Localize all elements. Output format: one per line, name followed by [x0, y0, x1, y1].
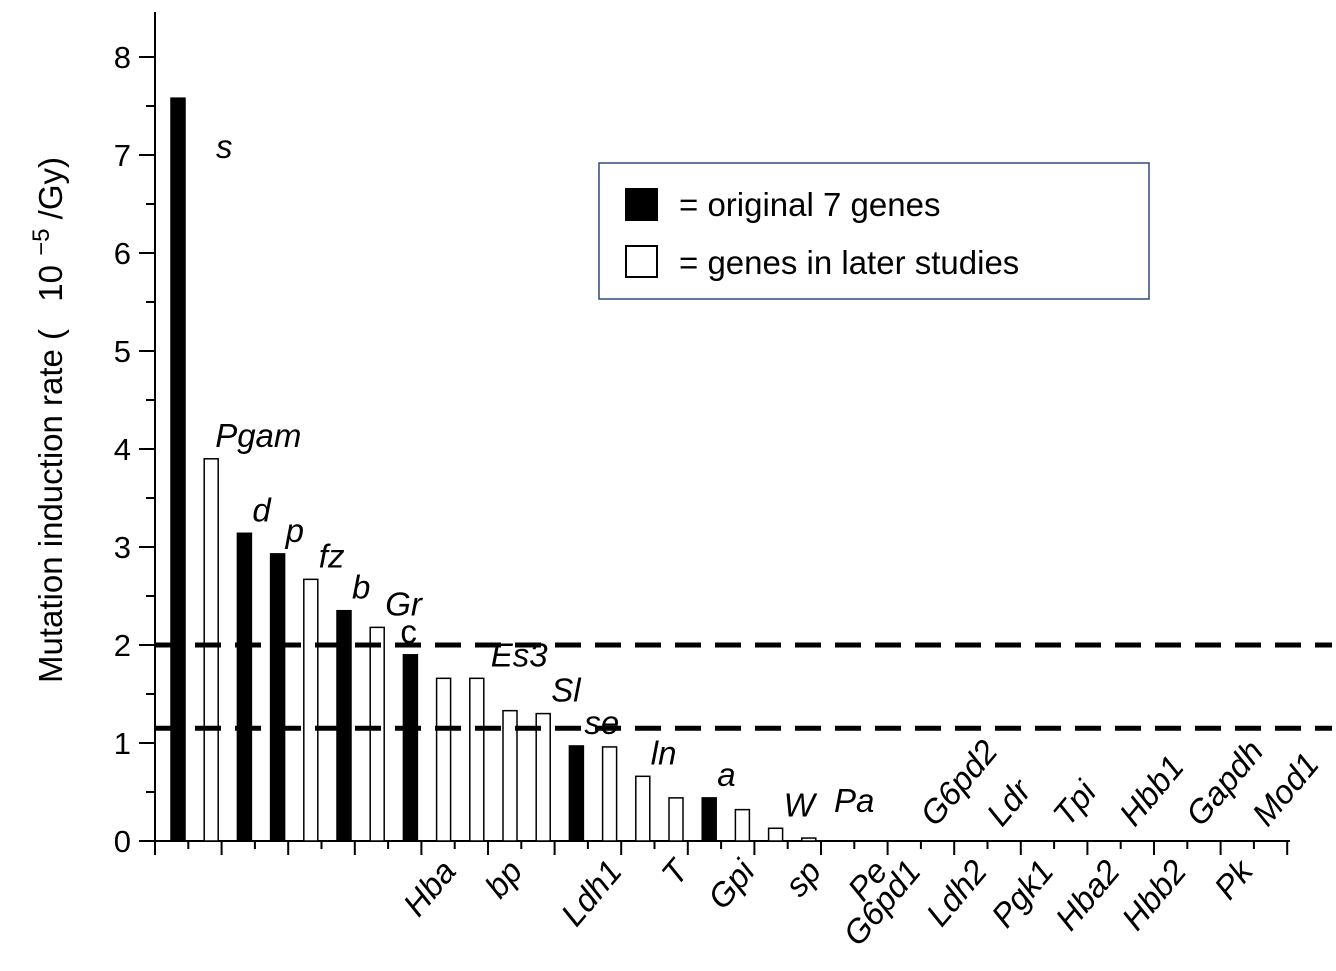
y-tick-label: 2	[114, 628, 131, 663]
gene-label-sp: sp	[777, 853, 828, 903]
y-axis-title-exponent: −5	[28, 229, 55, 256]
bar-pgam	[203, 458, 219, 842]
bar-sp	[801, 837, 817, 842]
legend: = original 7 genes = genes in later stud…	[598, 162, 1150, 300]
y-tick-label: 7	[114, 138, 131, 173]
gene-label-ldh1: Ldh1	[553, 853, 629, 933]
y-tick-label: 6	[114, 236, 131, 271]
bar-d	[236, 532, 253, 842]
gene-label-es3: Es3	[491, 636, 549, 673]
gene-label-gr: Gr	[385, 585, 424, 622]
gene-label-hbb2: Hbb2	[1114, 853, 1193, 937]
gene-label-s: s	[216, 128, 233, 165]
y-tick-label: 4	[114, 432, 131, 467]
gene-label-ldh2: Ldh2	[919, 853, 995, 933]
gene-label-tpi: Tpi	[1045, 772, 1104, 832]
gene-label-pk: Pk	[1207, 852, 1261, 906]
bar-ldh1	[601, 746, 618, 842]
bar-gpi	[734, 808, 751, 842]
gene-label-a: a	[717, 756, 735, 793]
legend-swatch-later	[625, 245, 658, 278]
bar-fz	[303, 578, 319, 842]
bar-ln	[635, 775, 651, 842]
x-axis	[154, 840, 1290, 855]
gene-label-pgk1: Pgk1	[984, 853, 1061, 934]
legend-label-later: = genes in later studies	[679, 244, 1019, 281]
bar-se	[568, 745, 585, 842]
bar-s	[170, 97, 186, 842]
bar-w	[767, 827, 784, 842]
y-tick-label: 0	[114, 824, 131, 859]
gene-label-hba: Hba	[396, 853, 463, 923]
gene-label-hba2: Hba2	[1048, 853, 1127, 937]
gene-label-d: d	[252, 491, 272, 528]
bar-t	[668, 797, 684, 842]
legend-swatch-original	[625, 188, 658, 221]
gene-label-pa: Pa	[834, 782, 874, 819]
y-tick-label: 5	[114, 334, 131, 369]
gene-label-ldr: Ldr	[979, 771, 1039, 833]
bar-hba	[435, 677, 452, 842]
gene-label-p: p	[285, 512, 304, 549]
gene-label-bp: bp	[477, 853, 529, 905]
bar-es3	[469, 677, 485, 842]
gene-label-w: W	[784, 786, 818, 823]
y-axis-title-prefix: Mutation induction rate (	[32, 329, 69, 683]
gene-label-hbb1: Hbb1	[1112, 748, 1191, 832]
y-axis: 0 1 2 3 4 5 6 7 8	[114, 12, 156, 859]
gene-label-t: T	[654, 851, 697, 892]
bar-a	[701, 797, 717, 842]
bar-c	[402, 654, 419, 842]
y-tick-label: 3	[114, 530, 131, 565]
y-axis-title-unit: /Gy)	[32, 157, 69, 219]
legend-box	[598, 162, 1150, 300]
bar-p	[269, 553, 286, 842]
y-axis-title: Mutation induction rate ( 10 −5 /Gy)	[19, 157, 69, 683]
gene-label-c: c	[400, 613, 417, 650]
gene-label-b: b	[352, 569, 370, 606]
y-tick-label: 8	[114, 40, 131, 75]
gene-label-gpi: Gpi	[700, 851, 762, 915]
legend-label-original: = original 7 genes	[679, 186, 940, 223]
y-tick-label: 1	[114, 726, 131, 761]
y-axis-title-base: 10	[32, 265, 69, 302]
gene-label-sl: Sl	[551, 672, 582, 709]
bar-series	[170, 97, 817, 842]
gene-label-pgam: Pgam	[215, 417, 301, 454]
bar-sl	[535, 712, 551, 842]
reference-lines	[155, 642, 1332, 731]
gene-label-fz: fz	[319, 537, 345, 574]
gene-label-ln: ln	[651, 734, 677, 771]
gene-label-se: se	[584, 704, 619, 741]
bar-bp	[502, 709, 518, 842]
bar-gr	[369, 626, 385, 842]
